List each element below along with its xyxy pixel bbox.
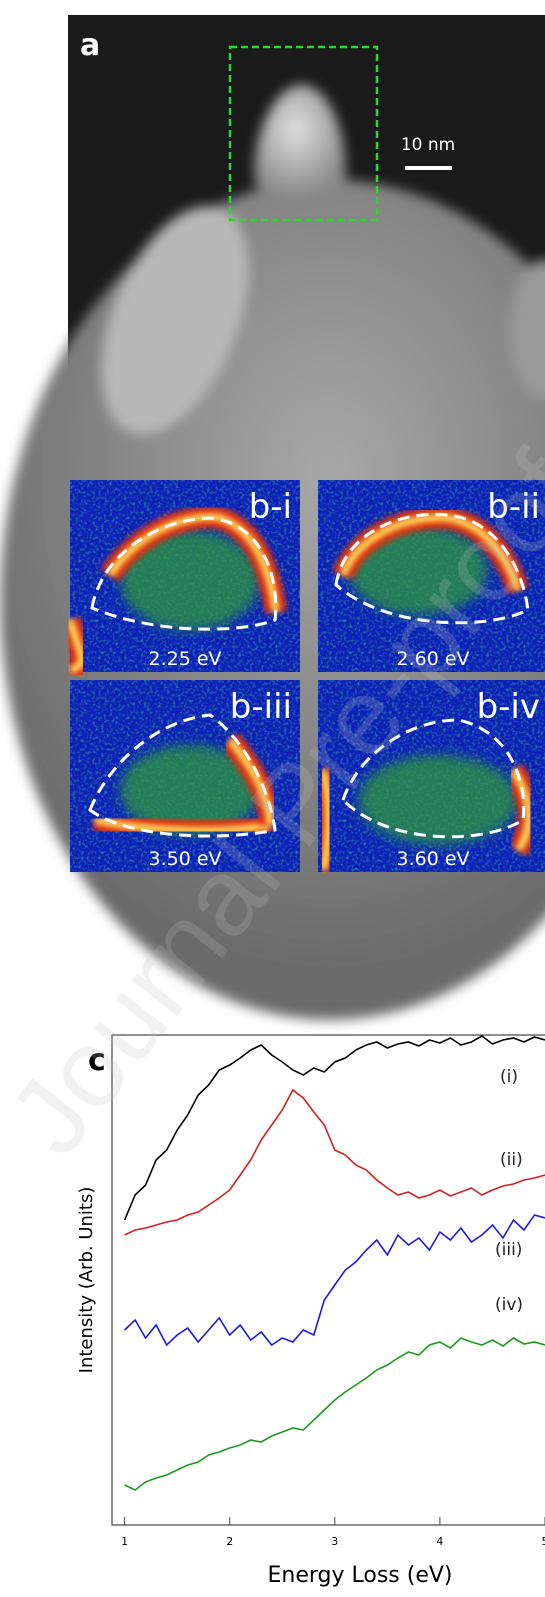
green-region xyxy=(120,530,260,630)
scale-label: 10 nm xyxy=(401,135,455,155)
green-region xyxy=(358,755,518,845)
spectrum-line xyxy=(124,1337,545,1491)
energy-label: 3.60 eV xyxy=(396,848,469,870)
hot-core xyxy=(319,769,333,871)
energy-label: 2.25 eV xyxy=(148,648,221,670)
hot-core xyxy=(227,737,274,826)
panel-b: b-i 2.25 eV b-ii 2.60 eV b-iii 3.50 eV b-iv 3.6… xyxy=(59,480,545,873)
x-tick-label: 1 xyxy=(121,1535,128,1548)
panel-label: c xyxy=(88,1043,106,1078)
spectrum-line xyxy=(124,1214,545,1347)
particle-outline xyxy=(341,718,526,839)
series-label: (i) xyxy=(500,1067,518,1087)
hot-core xyxy=(66,619,86,674)
y-axis-title: Intensity (Arb. Units) xyxy=(76,1187,97,1374)
heatmap: b-iv 3.60 eV xyxy=(312,680,545,873)
heatmap: b-ii 2.60 eV xyxy=(318,480,545,672)
panel-label: a xyxy=(80,28,100,63)
x-tick-label: 4 xyxy=(436,1535,443,1548)
green-region xyxy=(348,525,488,615)
panel-label: b-iii xyxy=(230,687,292,727)
panel-c: c 1 2 3 4 5 (i) (ii) (iii) (iv) Energy Loss (eV) In… xyxy=(76,1034,545,1588)
spectrum-line xyxy=(124,1088,545,1236)
series-label: (iii) xyxy=(495,1240,522,1260)
panel-label: b-iv xyxy=(477,687,540,727)
heatmap: b-i 2.25 eV xyxy=(59,480,300,681)
x-axis-title: Energy Loss (eV) xyxy=(267,1563,452,1588)
energy-label: 2.60 eV xyxy=(396,648,469,670)
spectrum-line xyxy=(123,1035,545,1221)
x-tick-label: 2 xyxy=(226,1535,233,1548)
energy-label: 3.50 eV xyxy=(148,848,221,870)
particle-outline xyxy=(334,512,530,625)
green-region xyxy=(120,745,260,835)
plot-frame xyxy=(111,1034,545,1526)
panel-label: b-ii xyxy=(487,487,540,527)
hot-core xyxy=(107,513,280,613)
particle-outline xyxy=(88,713,277,838)
series-label: (ii) xyxy=(500,1150,523,1170)
hot-core xyxy=(339,514,522,592)
heatmap: b-iii 3.50 eV xyxy=(70,680,300,872)
x-tick-label: 3 xyxy=(331,1535,338,1548)
x-tick-label: 5 xyxy=(542,1535,545,1548)
panel-label: b-i xyxy=(249,487,292,527)
roi-box xyxy=(228,45,379,222)
series-label: (iv) xyxy=(495,1295,523,1315)
